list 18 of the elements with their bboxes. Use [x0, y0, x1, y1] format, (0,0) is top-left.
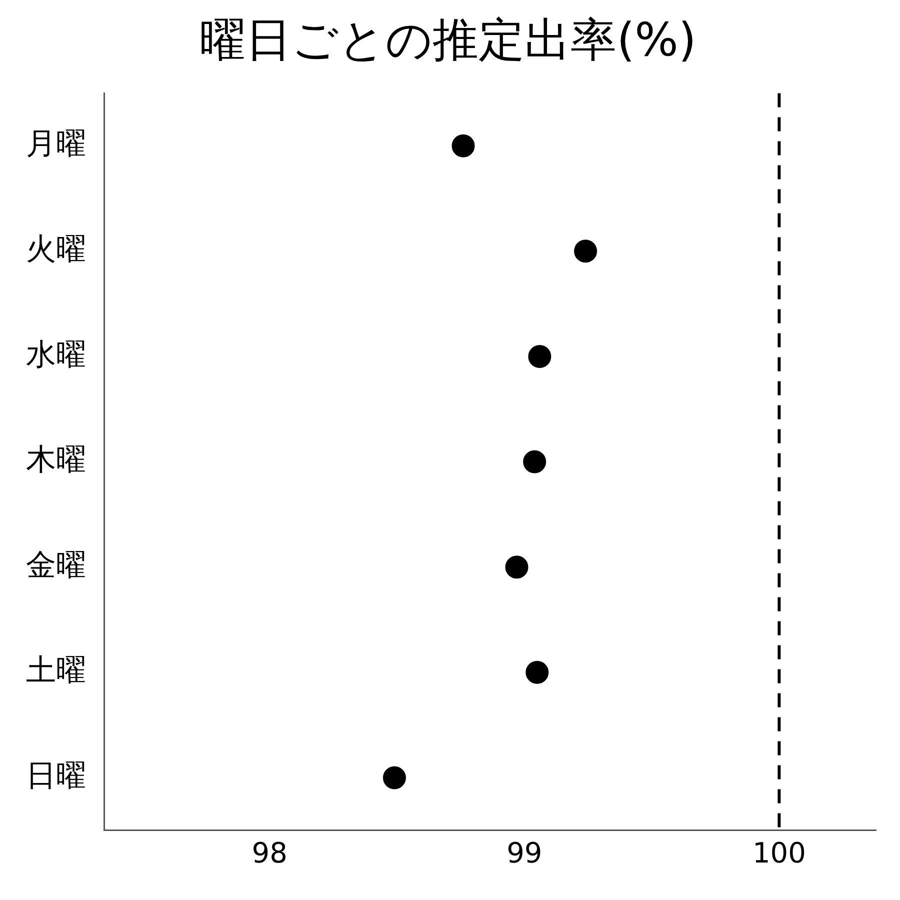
- point: [528, 344, 552, 368]
- point: [452, 134, 475, 158]
- y-tick-label: 土曜: [26, 653, 86, 688]
- point: [382, 766, 406, 790]
- y-tick-label: 火曜: [26, 232, 86, 267]
- y-tick-label: 水曜: [26, 337, 86, 372]
- chart-title: 曜日ごとの推定出率(%): [200, 12, 696, 67]
- point: [505, 556, 528, 579]
- y-tick-label: 月曜: [26, 126, 86, 162]
- y-tick-label: 日曜: [26, 758, 86, 794]
- x-tick-label: 100: [752, 836, 806, 870]
- y-tick-label: 木曜: [26, 442, 86, 478]
- x-tick-label: 99: [506, 836, 542, 870]
- point: [574, 240, 598, 263]
- y-tick-label: 金曜: [26, 548, 86, 583]
- point: [526, 660, 549, 684]
- x-tick-label: 98: [252, 836, 288, 870]
- point: [523, 450, 546, 474]
